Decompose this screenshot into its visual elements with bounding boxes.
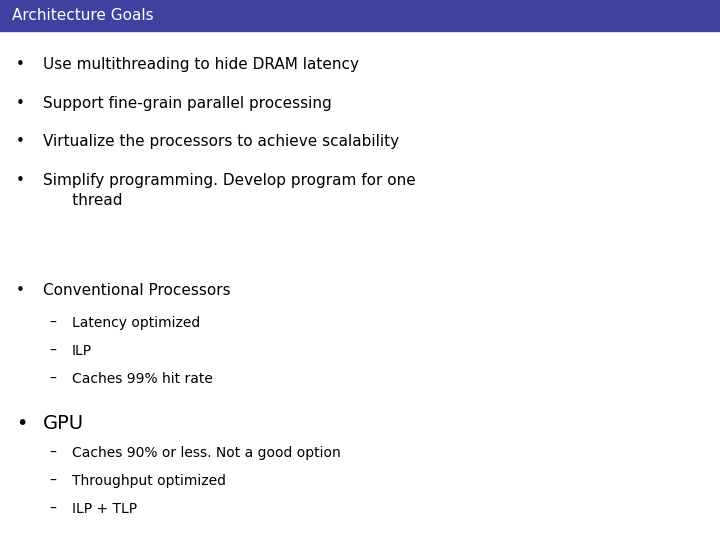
Text: Latency optimized: Latency optimized: [72, 316, 200, 330]
Text: Support fine-grain parallel processing: Support fine-grain parallel processing: [43, 96, 332, 111]
Text: Virtualize the processors to achieve scalability: Virtualize the processors to achieve sca…: [43, 134, 400, 150]
Text: Use multithreading to hide DRAM latency: Use multithreading to hide DRAM latency: [43, 57, 359, 72]
Text: •: •: [16, 173, 24, 188]
Text: Architecture Goals: Architecture Goals: [12, 8, 153, 23]
Text: Throughput optimized: Throughput optimized: [72, 474, 226, 488]
Text: –: –: [49, 316, 56, 330]
Text: Conventional Processors: Conventional Processors: [43, 284, 231, 299]
Text: ILP: ILP: [72, 344, 92, 358]
Text: –: –: [49, 502, 56, 516]
Text: GPU: GPU: [43, 414, 84, 433]
Text: •: •: [16, 96, 24, 111]
Text: ILP + TLP: ILP + TLP: [72, 502, 137, 516]
Text: Caches 99% hit rate: Caches 99% hit rate: [72, 372, 213, 386]
Text: –: –: [49, 446, 56, 460]
Text: Caches 90% or less. Not a good option: Caches 90% or less. Not a good option: [72, 446, 341, 460]
Text: •: •: [16, 284, 24, 299]
Text: Simplify programming. Develop program for one
      thread: Simplify programming. Develop program fo…: [43, 173, 416, 208]
Text: •: •: [16, 57, 24, 72]
Text: •: •: [16, 134, 24, 150]
Text: –: –: [49, 474, 56, 488]
Text: –: –: [49, 344, 56, 358]
Text: –: –: [49, 372, 56, 386]
Text: •: •: [16, 414, 27, 433]
